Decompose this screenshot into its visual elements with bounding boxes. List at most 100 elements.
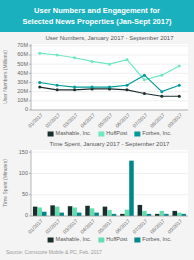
marks	[33, 161, 186, 216]
tick-label: 40M	[17, 70, 28, 76]
bar	[68, 206, 73, 216]
bar	[90, 208, 95, 216]
category-label: 03/2017	[62, 218, 79, 235]
legend-swatch	[48, 238, 54, 243]
point	[143, 78, 146, 81]
legend-item: HuffPost	[98, 130, 127, 136]
category-label: 05/2017	[96, 112, 113, 129]
grid-line	[31, 45, 188, 46]
point	[38, 86, 41, 89]
grid-line	[31, 152, 188, 153]
bar	[37, 207, 42, 216]
category-label: 09/2017	[166, 218, 183, 235]
source-note: Source: Comscore Mobile & PC, Feb. 2017	[6, 249, 102, 255]
bar	[85, 206, 90, 216]
legend-label: HuffPost	[106, 130, 127, 136]
point	[56, 54, 59, 57]
grid-line	[31, 216, 188, 217]
category-label: 09/2017	[166, 112, 183, 129]
chart-title: User Numbers, January 2017 - September 2…	[45, 35, 174, 41]
bar	[103, 207, 108, 216]
legend-label: Forbes, Inc.	[142, 130, 172, 136]
point	[91, 86, 94, 89]
grid-line	[31, 173, 188, 174]
plot-area	[31, 150, 188, 216]
bar	[42, 212, 47, 216]
point	[91, 60, 94, 63]
point	[38, 52, 41, 55]
bar	[59, 213, 64, 216]
tick-label: 150	[19, 149, 28, 155]
point	[108, 86, 111, 89]
legend: Mashable, Inc. HuffPost Forbes, Inc.	[48, 236, 172, 242]
chart-bar: Time Spent, January 2017 - September 201…	[2, 141, 188, 243]
legend-item: Forbes, Inc.	[134, 236, 172, 242]
point	[108, 63, 111, 66]
y-axis-label: User Numbers (Millions)	[2, 50, 8, 104]
legend-label: Mashable, Inc.	[56, 236, 92, 242]
title-banner	[0, 0, 194, 32]
chart-page: User Numbers and Engagement for Selected …	[0, 0, 194, 260]
category-label: 02/2017	[44, 218, 61, 235]
point	[73, 88, 76, 91]
category-label: 07/2017	[131, 112, 148, 129]
subtitle: Selected News Properties (Jan-Sept 2017)	[22, 17, 172, 26]
point	[178, 95, 181, 98]
tick-label: 0	[25, 212, 28, 218]
bar	[142, 211, 147, 216]
grid-line	[31, 82, 188, 83]
tick-label: 100	[19, 170, 28, 176]
point	[73, 86, 76, 89]
tick-label: 60M	[17, 51, 28, 57]
y-axis-line	[31, 150, 32, 216]
marks	[38, 52, 181, 98]
legend-swatch	[98, 238, 104, 243]
point	[160, 95, 163, 98]
point	[38, 81, 41, 84]
background	[0, 0, 194, 260]
point	[73, 56, 76, 59]
category-label: 04/2017	[79, 218, 96, 235]
category-label: 05/2017	[96, 218, 113, 235]
category-label: 06/2017	[114, 218, 131, 235]
category-label: 07/2017	[131, 218, 148, 235]
point	[56, 88, 59, 91]
y-axis-line	[31, 44, 32, 110]
point	[178, 65, 181, 68]
legend: Mashable, Inc. HuffPost Forbes, Inc.	[48, 130, 172, 136]
point	[160, 90, 163, 93]
category-label: 01/2017	[27, 112, 44, 129]
legend-swatch	[98, 132, 104, 137]
point	[56, 84, 59, 87]
bar	[138, 205, 143, 216]
category-label: 08/2017	[149, 218, 166, 235]
bar	[94, 213, 99, 216]
bar	[160, 211, 165, 216]
legend-label: HuffPost	[106, 236, 127, 242]
category-label: 08/2017	[149, 112, 166, 129]
legend-item: Mashable, Inc.	[48, 130, 92, 136]
x-axis-line	[31, 216, 188, 217]
legend-swatch	[134, 238, 140, 243]
point	[143, 74, 146, 77]
category-label: 03/2017	[62, 112, 79, 129]
point	[143, 92, 146, 95]
point	[125, 84, 128, 87]
grid-line	[31, 64, 188, 65]
tick-label: 50M	[17, 61, 28, 67]
y-axis-label: Time Spent (Minutes)	[2, 159, 8, 207]
line	[40, 53, 180, 80]
title: User Numbers and Engagement for	[34, 6, 160, 15]
tick-label: 0	[25, 106, 28, 112]
category-label: 04/2017	[79, 112, 96, 129]
tick-label: 50	[22, 191, 28, 197]
point	[125, 58, 128, 61]
tick-label: 30M	[17, 79, 28, 85]
legend-swatch	[134, 132, 140, 137]
bar	[77, 213, 82, 216]
tick-label: 70M	[17, 42, 28, 48]
x-axis-line	[31, 110, 188, 111]
tick-label: 20M	[17, 88, 28, 94]
chart-line: User Numbers, January 2017 - September 2…	[2, 35, 188, 137]
line	[40, 75, 180, 92]
